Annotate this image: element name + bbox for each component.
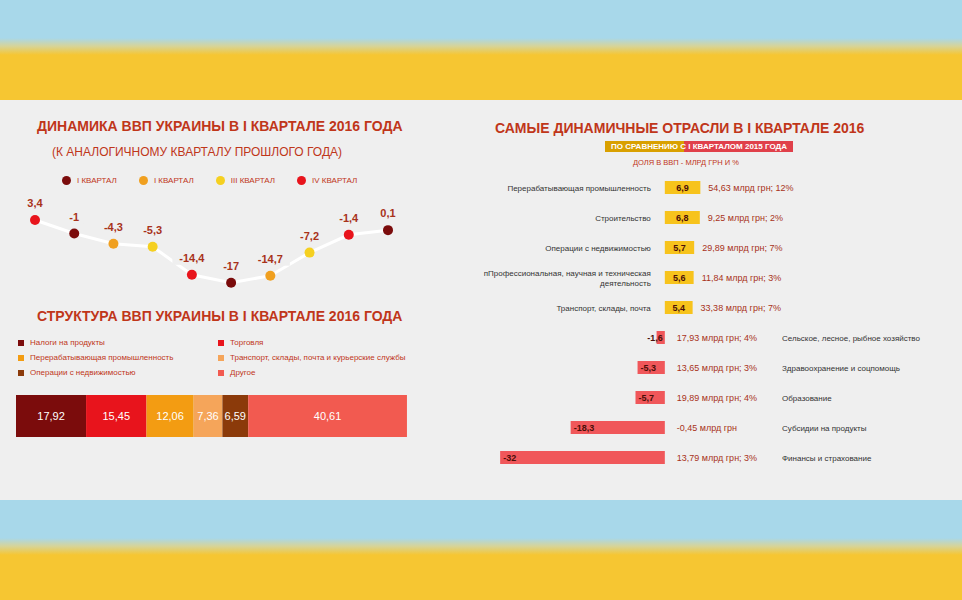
svg-text:Строительство: Строительство <box>595 214 651 223</box>
svg-text:-5,7: -5,7 <box>638 393 654 403</box>
svg-text:6,8: 6,8 <box>676 213 689 223</box>
svg-text:Финансы и страхование: Финансы и страхование <box>782 454 872 463</box>
html-text:Другое: Другое <box>230 368 256 377</box>
html-text:I КВАРТАЛ: I КВАРТАЛ <box>153 176 194 185</box>
svg-text:11,84 млрд грн; 3%: 11,84 млрд грн; 3% <box>702 273 782 283</box>
svg-text:-14,7: -14,7 <box>258 253 283 265</box>
svg-text:-7,2: -7,2 <box>300 230 319 242</box>
svg-text:0,1: 0,1 <box>380 207 395 219</box>
svg-text:19,89 млрд грн; 4%: 19,89 млрд грн; 4% <box>677 393 757 403</box>
svg-text:Здравоохранение и соцпомощь: Здравоохранение и соцпомощь <box>782 364 900 373</box>
svg-text:6,9: 6,9 <box>676 183 689 193</box>
svg-text:-5,3: -5,3 <box>143 224 162 236</box>
svg-text:-1,4: -1,4 <box>339 212 359 224</box>
svg-text:-18,3: -18,3 <box>574 423 595 433</box>
html-text:СТРУКТУРА ВВП УКРАИНЫ В I КВАР: СТРУКТУРА ВВП УКРАИНЫ В I КВАРТАЛЕ 2016 … <box>37 308 403 324</box>
svg-text:5,7: 5,7 <box>673 243 686 253</box>
svg-text:40,61: 40,61 <box>314 410 342 422</box>
svg-text:54,63 млрд грн; 12%: 54,63 млрд грн; 12% <box>708 183 793 193</box>
svg-text:15,45: 15,45 <box>103 410 131 422</box>
svg-text:Транспорт, склады, почта: Транспорт, склады, почта <box>556 304 651 313</box>
svg-text:Образование: Образование <box>782 394 832 403</box>
svg-text:13,65 млрд грн; 3%: 13,65 млрд грн; 3% <box>677 363 757 373</box>
svg-text:-14,4: -14,4 <box>179 252 205 264</box>
svg-text:Сельское, лесное, рыбное хозяй: Сельское, лесное, рыбное хозяйство <box>782 334 920 343</box>
svg-text:-5,3: -5,3 <box>641 363 657 373</box>
html-text:Операции с недвижимостью: Операции с недвижимостью <box>30 368 136 377</box>
html-text:IV КВАРТАЛ: IV КВАРТАЛ <box>312 176 358 185</box>
svg-text:12,06: 12,06 <box>156 410 184 422</box>
svg-text:Субсидии на продукты: Субсидии на продукты <box>782 424 867 433</box>
svg-text:29,89 млрд грн; 7%: 29,89 млрд грн; 7% <box>702 243 782 253</box>
svg-text:5,4: 5,4 <box>672 303 685 313</box>
html-text:ДОЛЯ В ВВП - МЛРД ГРН И %: ДОЛЯ В ВВП - МЛРД ГРН И % <box>633 158 739 167</box>
svg-text:-17: -17 <box>223 260 239 272</box>
svg-text:33,38 млрд грн; 7%: 33,38 млрд грн; 7% <box>701 303 781 313</box>
html-text:ДИНАМИКА ВВП УКРАИНЫ В I КВАРТ: ДИНАМИКА ВВП УКРАИНЫ В I КВАРТАЛЕ 2016 Г… <box>37 118 403 134</box>
html-text:Налоги на продукты: Налоги на продукты <box>30 338 105 347</box>
html-text:САМЫЕ ДИНАМИЧНЫЕ ОТРАСЛИ В I К: САМЫЕ ДИНАМИЧНЫЕ ОТРАСЛИ В I КВАРТАЛЕ 20… <box>495 120 865 136</box>
svg-text:-32: -32 <box>503 453 516 463</box>
html-text:Торговля: Торговля <box>230 338 264 347</box>
svg-text:6,59: 6,59 <box>225 410 246 422</box>
svg-text:-1,6: -1,6 <box>647 333 663 343</box>
svg-text:-1: -1 <box>69 211 79 223</box>
svg-text:-0,45 млрд грн: -0,45 млрд грн <box>677 423 737 433</box>
svg-text:5,6: 5,6 <box>673 273 686 283</box>
html-text:Перерабатывающая промышленност: Перерабатывающая промышленность <box>30 353 174 362</box>
svg-text:7,36: 7,36 <box>197 410 218 422</box>
html-text:III КВАРТАЛ: III КВАРТАЛ <box>230 176 276 185</box>
svg-text:17,92: 17,92 <box>37 410 65 422</box>
html-text:ПО СРАВНЕНИЮ С I КВАРТАЛОМ 201: ПО СРАВНЕНИЮ С I КВАРТАЛОМ 2015 ГОДА <box>611 142 787 151</box>
svg-text:-4,3: -4,3 <box>104 221 123 233</box>
svg-text:Перерабатывающая промышленност: Перерабатывающая промышленность <box>507 184 650 193</box>
svg-text:17,93 млрд грн; 4%: 17,93 млрд грн; 4% <box>677 333 757 343</box>
html-text:I КВАРТАЛ: I КВАРТАЛ <box>77 176 117 185</box>
svg-text:пПрофессиональная, научная и т: пПрофессиональная, научная и техническая… <box>484 269 651 288</box>
html-text:(К АНАЛОГИЧНОМУ КВАРТАЛУ ПРОШЛ: (К АНАЛОГИЧНОМУ КВАРТАЛУ ПРОШЛОГО ГОДА) <box>52 145 343 159</box>
svg-text:13,79 млрд грн; 3%: 13,79 млрд грн; 3% <box>677 453 757 463</box>
svg-text:9,25 млрд грн; 2%: 9,25 млрд грн; 2% <box>708 213 783 223</box>
svg-text:3,4: 3,4 <box>27 197 43 209</box>
html-text:Транспорт, склады, почта и кур: Транспорт, склады, почта и курьерские сл… <box>230 353 406 362</box>
svg-text:Операции с недвижимостью: Операции с недвижимостью <box>545 244 651 253</box>
